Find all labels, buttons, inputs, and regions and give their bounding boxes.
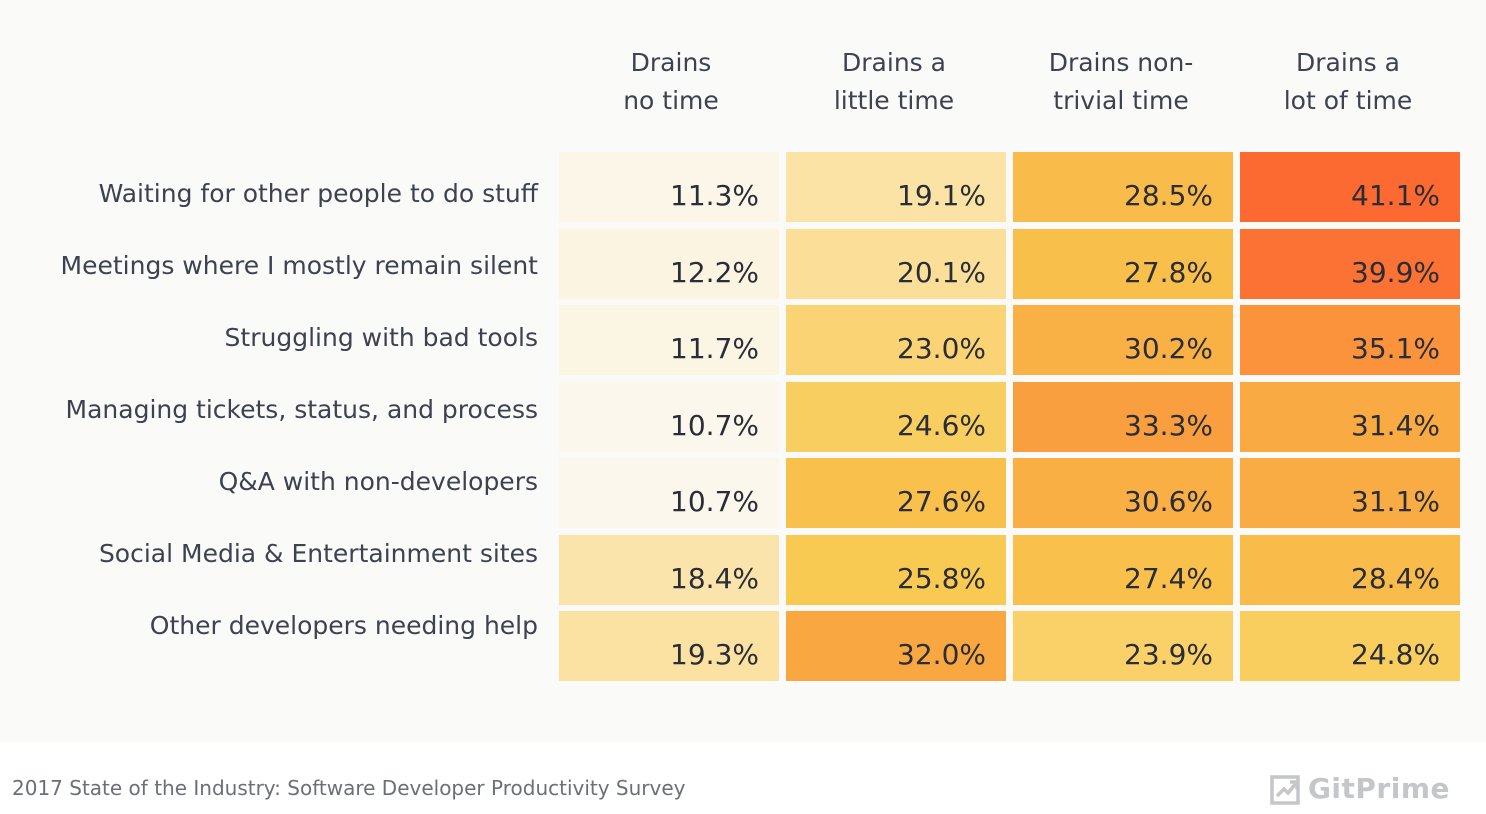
heatmap-cell: 41.1%: [1240, 152, 1460, 222]
row-label: Waiting for other people to do stuff: [98, 179, 538, 208]
row-label: Struggling with bad tools: [224, 323, 538, 352]
heatmap-cell: 11.3%: [559, 152, 779, 222]
heatmap-cell: 27.8%: [1013, 228, 1233, 299]
column-header: Drains non- trivial time: [1048, 48, 1194, 115]
heatmap-cell: 10.7%: [559, 458, 779, 528]
heatmap-cell: 19.3%: [559, 611, 779, 681]
heatmap-cell: 30.6%: [1013, 458, 1233, 528]
heatmap-cell: 31.1%: [1240, 458, 1460, 528]
gitprime-logo-icon: [1270, 774, 1300, 805]
footer: 2017 State of the Industry: Software Dev…: [0, 742, 1486, 814]
heatmap-cell: 27.4%: [1013, 534, 1233, 605]
gitprime-logo-text: GitPrime: [1307, 772, 1450, 805]
heatmap-cell: 20.1%: [786, 228, 1006, 299]
heatmap-cell: 12.2%: [559, 228, 779, 299]
heatmap-cell: 30.2%: [1013, 305, 1233, 375]
heatmap-cell: 28.5%: [1013, 152, 1233, 222]
heatmap-cell: 18.4%: [559, 534, 779, 605]
heatmap-cell: 19.1%: [786, 152, 1006, 222]
column-header: Drains a lot of time: [1283, 48, 1413, 115]
heatmap-cell: 31.4%: [1240, 381, 1460, 452]
heatmap-cell: 35.1%: [1240, 305, 1460, 375]
column-header: Drains a little time: [833, 48, 955, 115]
heatmap-cell: 28.4%: [1240, 534, 1460, 605]
column-header: Drains no time: [623, 48, 719, 115]
row-label: Social Media & Entertainment sites: [98, 539, 538, 568]
heatmap-chart: Drains no time Drains a little time Drains…: [60, 48, 1460, 681]
heatmap-cell: 24.6%: [786, 381, 1006, 452]
row-label: Managing tickets, status, and process: [65, 395, 538, 424]
row-label: Meetings where I mostly remain silent: [60, 251, 538, 280]
heatmap-cell: 11.7%: [559, 305, 779, 375]
row-label: Q&A with non-developers: [218, 467, 538, 496]
heatmap-cell: 25.8%: [786, 534, 1006, 605]
source-note: 2017 State of the Industry: Software Dev…: [12, 776, 686, 800]
heatmap-cell: 24.8%: [1240, 611, 1460, 681]
heatmap-cell: 27.6%: [786, 458, 1006, 528]
row-label: Other developers needing help: [149, 611, 538, 640]
heatmap-cell: 10.7%: [559, 381, 779, 452]
heatmap-cell: 39.9%: [1240, 228, 1460, 299]
heatmap-cell: 23.9%: [1013, 611, 1233, 681]
gitprime-logo: GitPrime: [1270, 772, 1450, 805]
heatmap-cell: 23.0%: [786, 305, 1006, 375]
heatmap-cell: 33.3%: [1013, 381, 1233, 452]
heatmap-cell: 32.0%: [786, 611, 1006, 681]
